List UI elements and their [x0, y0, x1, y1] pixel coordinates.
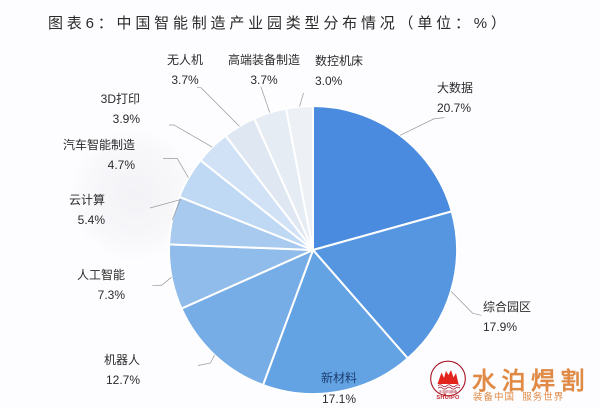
svg-text:SHUIPO: SHUIPO — [436, 395, 460, 399]
